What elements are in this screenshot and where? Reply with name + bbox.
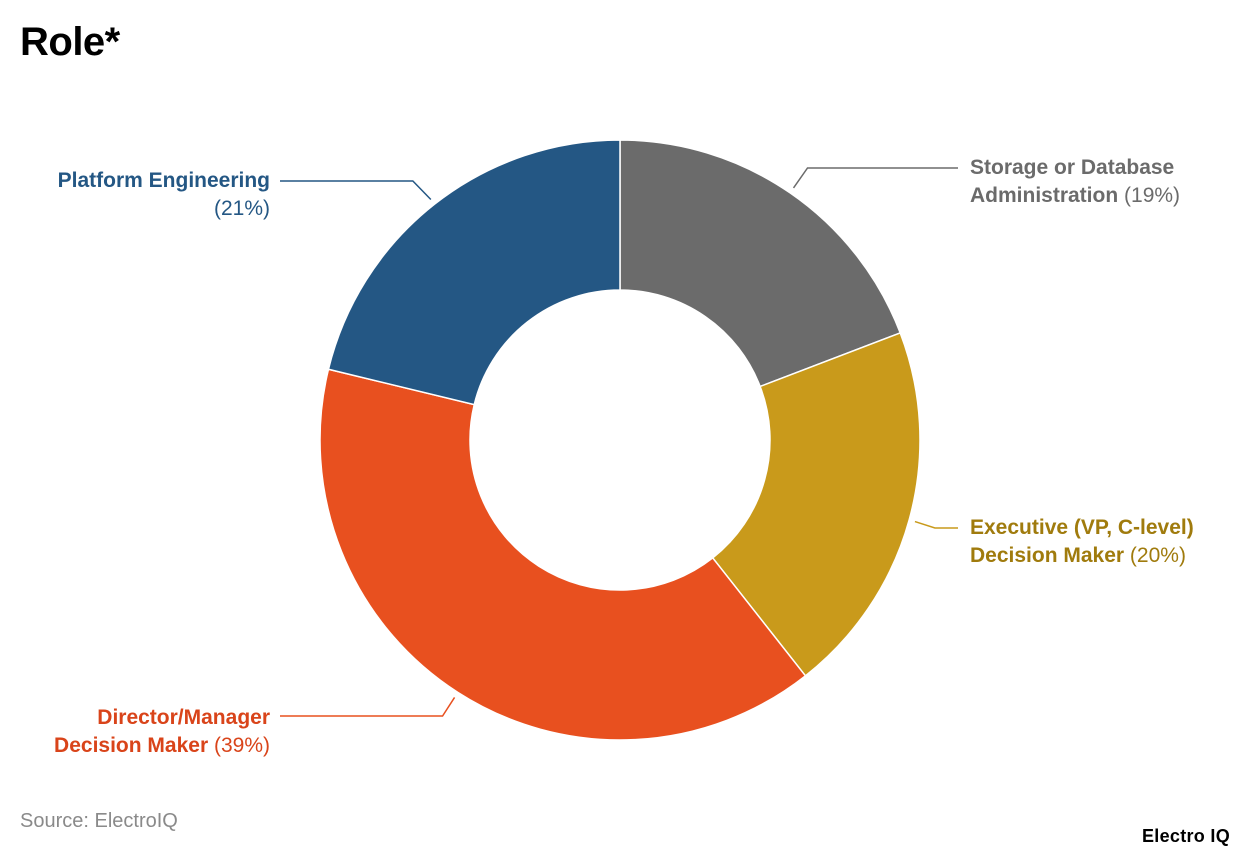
slice-label-storage-pct: (19%) bbox=[1124, 184, 1181, 207]
source-note: Source: ElectroIQ bbox=[20, 810, 178, 832]
slice-label-platform: Platform Engineering (21%) bbox=[58, 167, 270, 223]
slice-executive bbox=[711, 331, 921, 677]
slice-label-executive-line1: Executive (VP, C-level) bbox=[970, 516, 1194, 539]
slice-label-director-pct: (39%) bbox=[213, 734, 270, 757]
slice-label-storage-line1: Storage or Database bbox=[970, 156, 1175, 179]
slice-label-platform-line1: Platform Engineering bbox=[57, 169, 270, 192]
leader-line-director bbox=[280, 697, 456, 717]
slice-label-director: Director/Manager Decision Maker (39%) bbox=[54, 704, 270, 760]
leader-line-platform bbox=[280, 180, 432, 200]
slice-label-storage-line2: Administration bbox=[970, 184, 1119, 207]
slice-label-platform-pct: (21%) bbox=[213, 197, 270, 220]
slice-label-director-line2: Decision Maker bbox=[54, 734, 209, 757]
donut-slices bbox=[319, 139, 921, 741]
slice-label-executive-pct: (20%) bbox=[1129, 544, 1186, 567]
slice-label-storage: Storage or Database Administration (19%) bbox=[970, 154, 1180, 210]
leader-line-storage bbox=[792, 167, 958, 189]
brand-logo: Electro IQ bbox=[1141, 826, 1230, 846]
slice-label-director-line1: Director/Manager bbox=[97, 706, 270, 729]
chart-title: Role* bbox=[20, 20, 120, 64]
slice-label-executive-line2: Decision Maker bbox=[970, 544, 1125, 567]
leader-lines bbox=[280, 167, 958, 717]
slice-label-executive: Executive (VP, C-level) Decision Maker (… bbox=[970, 514, 1194, 570]
slice-director bbox=[319, 368, 807, 741]
slice-storage bbox=[619, 139, 902, 388]
slice-platform bbox=[327, 139, 621, 406]
leader-line-executive bbox=[914, 520, 958, 529]
